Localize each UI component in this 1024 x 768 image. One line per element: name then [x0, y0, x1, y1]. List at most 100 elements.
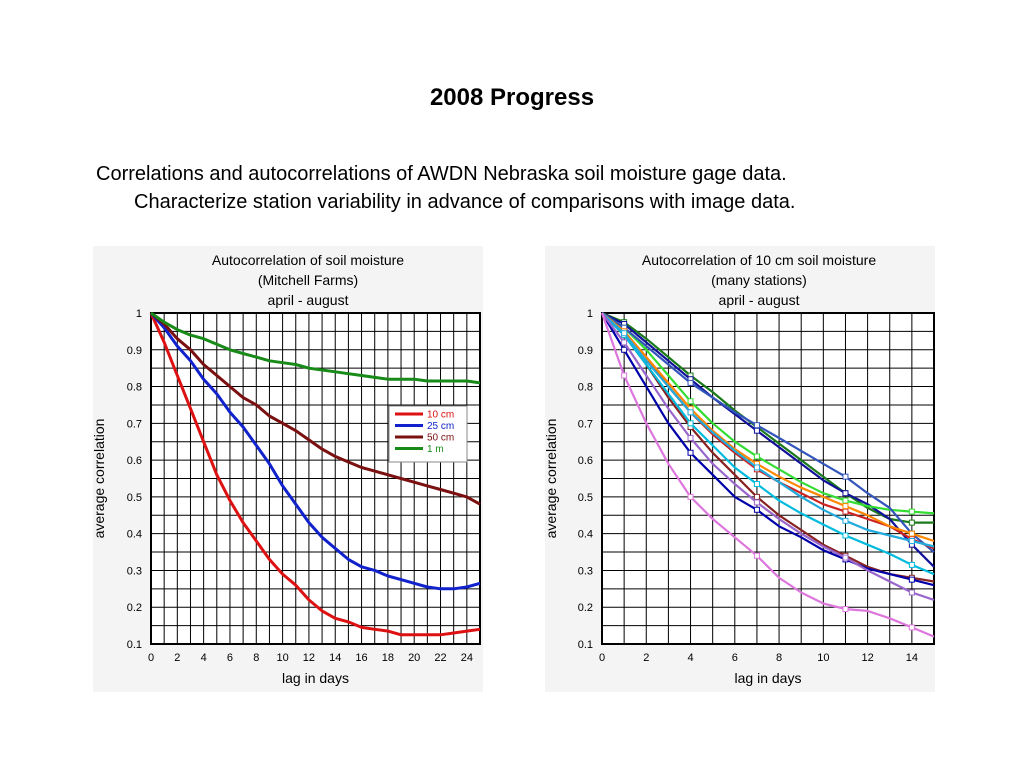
y-tick-label: 1: [587, 308, 593, 320]
y-axis-label: average correlation: [93, 419, 107, 539]
data-marker: [753, 493, 760, 500]
x-tick-label: 0: [599, 652, 605, 664]
legend-label: 10 cm: [427, 410, 454, 421]
chart-mitchell-farms: Autocorrelation of soil moisture (Mitchel…: [93, 246, 483, 692]
data-marker: [621, 330, 628, 337]
y-tick-label: 0.5: [127, 492, 142, 504]
data-marker: [621, 346, 628, 353]
data-marker: [687, 409, 694, 416]
series-line-6: [601, 312, 935, 543]
data-marker: [842, 497, 849, 504]
data-marker: [621, 339, 628, 346]
chart-many-stations: Autocorrelation of 10 cm soil moisture (m…: [545, 246, 935, 692]
chart-many-stations-svg: Autocorrelation of 10 cm soil moisture (m…: [545, 252, 935, 686]
x-tick-label: 12: [303, 652, 315, 664]
slide-body: Correlations and autocorrelations of AWD…: [96, 160, 956, 216]
chart-title-line: Autocorrelation of 10 cm soil moisture: [642, 252, 876, 268]
plot-frame: [150, 312, 481, 645]
y-tick-label: 0.4: [127, 529, 142, 541]
x-tick-label: 10: [817, 652, 829, 664]
data-marker: [908, 589, 915, 596]
data-marker: [908, 561, 915, 568]
x-tick-label: 24: [461, 652, 473, 664]
data-marker: [753, 464, 760, 471]
x-tick-label: 6: [732, 652, 738, 664]
x-axis-label: lag in days: [282, 670, 349, 686]
data-marker: [753, 453, 760, 460]
series-line-1: [601, 311, 934, 524]
data-marker: [908, 576, 915, 583]
series-line-11: [601, 312, 935, 601]
y-tick-label: 0.2: [578, 602, 593, 614]
data-marker: [687, 435, 694, 442]
y-tick-label: 0.3: [127, 565, 142, 577]
x-tick-label: 8: [776, 652, 782, 664]
data-marker: [687, 398, 694, 405]
data-marker: [908, 530, 915, 537]
y-tick-label: 0.9: [127, 345, 142, 357]
body-line-2: Characterize station variability in adva…: [134, 191, 796, 213]
series-line-10: [601, 312, 935, 587]
data-marker: [842, 473, 849, 480]
y-tick-label: 0.1: [127, 639, 142, 651]
chart-title-line: (Mitchell Farms): [258, 272, 358, 288]
data-marker: [908, 508, 915, 515]
series-line-2: [601, 312, 935, 568]
slide-title: 2008 Progress: [429, 84, 595, 111]
x-tick-label: 10: [276, 652, 288, 664]
data-marker: [842, 517, 849, 524]
chart-title-line: april - august: [268, 292, 349, 308]
x-tick-label: 6: [227, 652, 233, 664]
series-line-10-cm: [149, 312, 481, 637]
plot-frame: [601, 312, 935, 645]
data-marker: [753, 422, 760, 429]
y-tick-label: 0.4: [578, 529, 593, 541]
data-marker: [842, 490, 849, 497]
y-tick-label: 0.7: [127, 418, 142, 430]
legend-label: 1 m: [427, 444, 444, 455]
y-tick-label: 0.6: [127, 455, 142, 467]
y-tick-label: 0.9: [578, 345, 593, 357]
x-tick-label: 22: [434, 652, 446, 664]
y-tick-label: 0.1: [578, 639, 593, 651]
legend-label: 25 cm: [427, 421, 454, 432]
y-tick-label: 1: [136, 308, 142, 320]
data-marker: [753, 552, 760, 559]
legend-label: 50 cm: [427, 433, 454, 444]
data-marker: [687, 379, 694, 386]
data-marker: [908, 538, 915, 545]
y-tick-label: 0.6: [578, 455, 593, 467]
chart-title-line: Autocorrelation of soil moisture: [212, 252, 404, 268]
data-marker: [908, 624, 915, 631]
body-line-1: Correlations and autocorrelations of AWD…: [96, 163, 787, 185]
y-tick-label: 0.8: [127, 382, 142, 394]
series-line-25-cm: [149, 311, 481, 591]
chart-title-line: (many stations): [711, 272, 807, 288]
x-tick-label: 2: [643, 652, 649, 664]
x-tick-label: 12: [861, 652, 873, 664]
x-tick-label: 20: [408, 652, 420, 664]
x-tick-label: 16: [355, 652, 367, 664]
y-tick-label: 0.8: [578, 382, 593, 394]
x-tick-label: 2: [174, 652, 180, 664]
y-tick-label: 0.2: [127, 602, 142, 614]
chart-mitchell-farms-svg: Autocorrelation of soil moisture (Mitchel…: [93, 252, 481, 686]
data-marker: [753, 427, 760, 434]
y-tick-label: 0.7: [578, 418, 593, 430]
data-marker: [687, 449, 694, 456]
x-tick-label: 0: [148, 652, 154, 664]
x-axis-label: lag in days: [735, 670, 802, 686]
series-line-8: [601, 312, 935, 576]
series-line-1-m: [150, 311, 481, 385]
series-line-9: [601, 312, 935, 548]
data-marker: [842, 503, 849, 510]
chart-title-line: april - august: [719, 292, 800, 308]
data-marker: [687, 493, 694, 500]
data-marker: [842, 532, 849, 539]
data-marker: [842, 554, 849, 561]
data-marker: [842, 606, 849, 613]
series-line-12: [600, 312, 935, 638]
x-tick-label: 14: [906, 652, 918, 664]
data-marker: [842, 508, 849, 515]
x-tick-label: 14: [329, 652, 341, 664]
